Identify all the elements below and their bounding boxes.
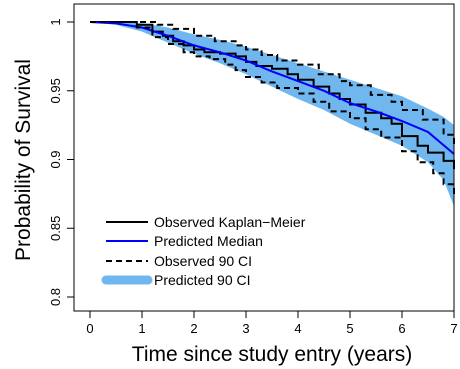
predicted-ci-band — [90, 22, 454, 207]
legend-label-observed-km: Observed Kaplan−Meier — [154, 214, 306, 230]
predicted-median-line — [89, 21, 455, 155]
observed-ci-upper-line — [90, 21, 455, 145]
predicted-ci-band-layer — [90, 22, 454, 207]
plot-frame — [73, 3, 455, 312]
series-layer — [89, 21, 455, 196]
y-axis: 0.8 0.85 0.9 0.95 1 — [48, 18, 75, 306]
x-tick-label: 6 — [398, 321, 405, 336]
x-tick-label: 7 — [450, 321, 457, 336]
legend-label-predicted-ci: Predicted 90 CI — [154, 272, 251, 288]
legend-label-observed-ci: Observed 90 CI — [154, 253, 252, 269]
observed-km-line — [90, 21, 455, 170]
x-tick-label: 0 — [86, 321, 93, 336]
legend-label-predicted-median: Predicted Median — [154, 233, 263, 249]
x-tick-label: 2 — [190, 321, 197, 336]
x-axis: 0 1 2 3 4 5 6 7 — [86, 310, 458, 336]
x-tick-label: 4 — [294, 321, 301, 336]
y-tick-label: 0.8 — [48, 288, 63, 306]
x-tick-label: 1 — [138, 321, 145, 336]
observed-ci-lower-line — [90, 21, 455, 196]
legend: Observed Kaplan−Meier Predicted Median O… — [101, 214, 306, 288]
y-tick-label: 0.85 — [48, 216, 63, 241]
y-tick-label: 0.95 — [48, 78, 63, 103]
x-tick-label: 3 — [242, 321, 249, 336]
y-axis-title: Probability of Survival — [12, 59, 35, 261]
x-axis-title: Time since study entry (years) — [132, 343, 412, 366]
y-tick-label: 1 — [48, 18, 63, 25]
y-tick-label: 0.9 — [48, 150, 63, 168]
x-tick-label: 5 — [346, 321, 353, 336]
